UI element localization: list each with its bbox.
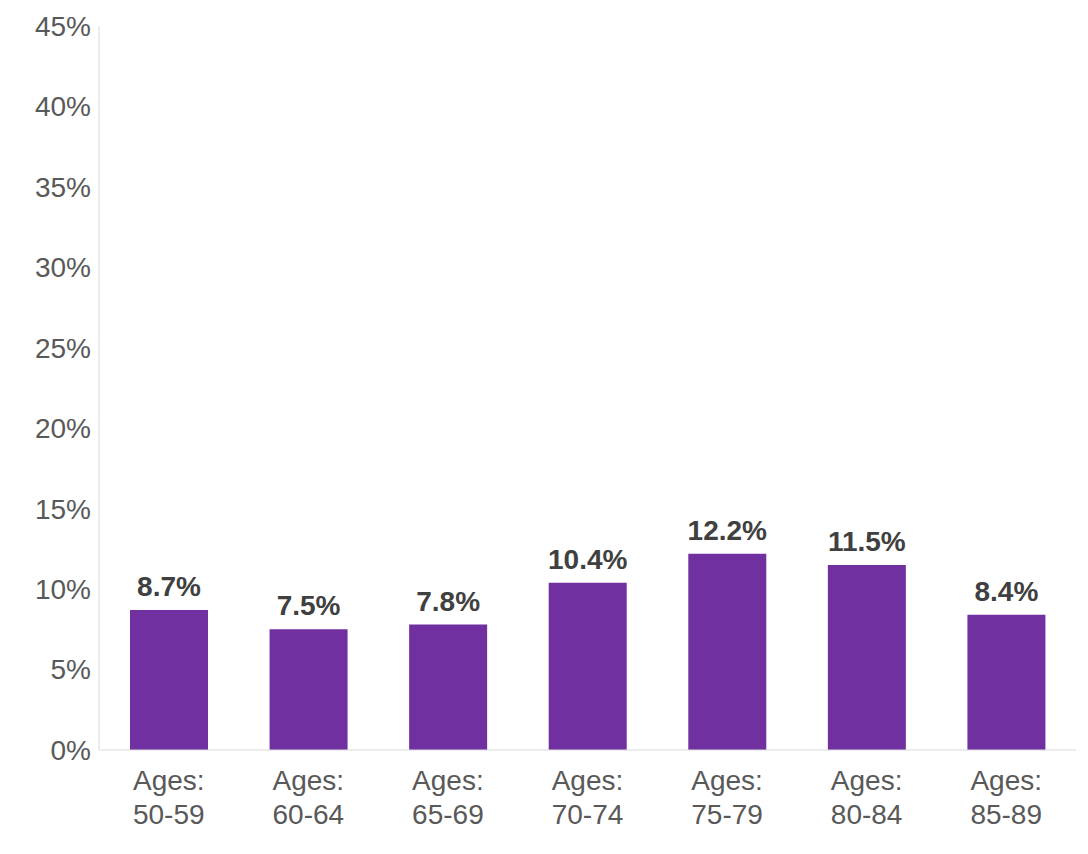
svg-text:Ages:50-59: Ages:50-59 <box>133 765 205 830</box>
svg-text:5%: 5% <box>51 654 91 685</box>
svg-text:25%: 25% <box>35 333 91 364</box>
svg-text:7.5%: 7.5% <box>277 590 341 621</box>
svg-text:Ages:80-84: Ages:80-84 <box>831 765 903 830</box>
svg-text:35%: 35% <box>35 172 91 203</box>
svg-text:8.7%: 8.7% <box>137 571 201 602</box>
svg-text:30%: 30% <box>35 252 91 283</box>
svg-text:15%: 15% <box>35 494 91 525</box>
svg-text:0%: 0% <box>51 735 91 766</box>
svg-text:Ages:75-79: Ages:75-79 <box>691 765 763 830</box>
svg-text:10.4%: 10.4% <box>548 544 627 575</box>
svg-text:40%: 40% <box>35 91 91 122</box>
svg-text:Ages:60-64: Ages:60-64 <box>273 765 345 830</box>
svg-text:Ages:85-89: Ages:85-89 <box>970 765 1042 830</box>
svg-text:Ages:70-74: Ages:70-74 <box>552 765 624 830</box>
svg-text:11.5%: 11.5% <box>828 526 906 557</box>
svg-text:Ages:65-69: Ages:65-69 <box>412 765 484 830</box>
svg-text:20%: 20% <box>35 413 91 444</box>
svg-text:7.8%: 7.8% <box>416 586 480 617</box>
svg-text:12.2%: 12.2% <box>688 515 767 546</box>
svg-text:45%: 45% <box>35 11 91 42</box>
svg-text:10%: 10% <box>35 574 91 605</box>
svg-text:8.4%: 8.4% <box>975 576 1039 607</box>
